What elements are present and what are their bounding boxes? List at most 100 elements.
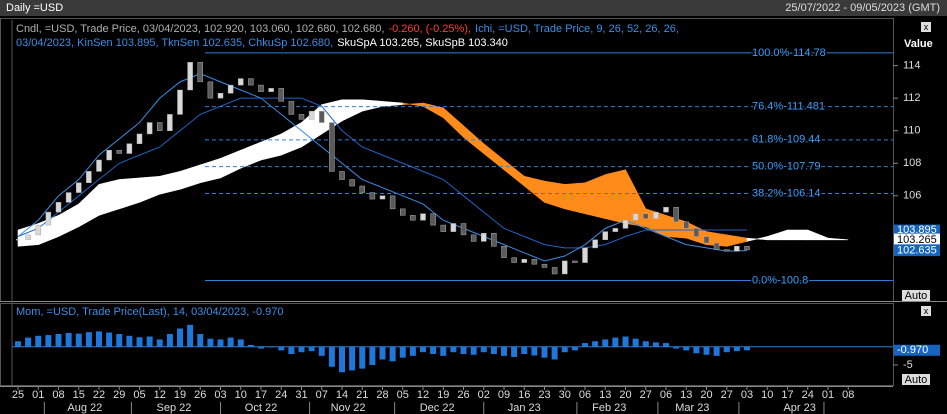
bar [146, 336, 153, 347]
candle [389, 195, 396, 210]
bar [96, 331, 102, 347]
bar [369, 346, 376, 365]
candle [177, 89, 183, 115]
month-label: Sep 22 [156, 402, 191, 414]
y-tick-label: -5 [903, 359, 913, 371]
month-label: Oct 22 [245, 402, 277, 414]
cloud-segment [58, 203, 80, 237]
bar [187, 324, 194, 347]
candle [369, 192, 376, 200]
bar [116, 333, 123, 347]
y-tick-label: 110 [903, 125, 921, 137]
x-tick-label: 17 [255, 389, 267, 401]
candle [106, 149, 112, 161]
bar [663, 343, 669, 347]
bar [531, 346, 538, 356]
bar [703, 346, 710, 355]
svg-text:x: x [924, 22, 929, 32]
bar [55, 333, 62, 347]
x-tick-label: 26 [457, 389, 469, 401]
bar [237, 339, 244, 347]
bar [389, 346, 396, 362]
x-tick-label: 31 [295, 389, 307, 401]
close-icon[interactable]: x [921, 306, 931, 316]
bar [15, 341, 21, 347]
auto-button-label[interactable]: Auto [905, 290, 928, 302]
x-tick-label: 19 [437, 389, 449, 401]
bar [136, 337, 143, 347]
x-tick-label: 03 [741, 389, 753, 401]
bar [582, 343, 588, 347]
candle [308, 110, 315, 120]
candle [25, 234, 31, 241]
auto-button-label[interactable]: Auto [905, 374, 928, 386]
cloud-segment [503, 159, 525, 187]
candle [653, 211, 659, 219]
candle [35, 224, 41, 236]
bar [166, 333, 173, 347]
x-tick-label: 24 [802, 389, 814, 401]
candle [116, 149, 122, 154]
bar [440, 346, 447, 356]
cloud-segment [604, 169, 626, 224]
bar [25, 337, 32, 347]
candle [65, 192, 72, 203]
bar [65, 332, 72, 347]
x-tick-label: 05 [133, 389, 145, 401]
x-tick-label: 05 [397, 389, 409, 401]
bar [409, 346, 416, 356]
auto-button[interactable] [902, 374, 930, 385]
candle [663, 206, 669, 213]
x-tick-label: 08 [842, 389, 854, 401]
fib-label: 76.4%-111.481 [752, 100, 825, 112]
x-tick-label: 12 [154, 389, 166, 401]
bar [268, 346, 275, 348]
x-tick-label: 23 [538, 389, 550, 401]
cloud-segment [139, 175, 161, 203]
candle [602, 231, 608, 241]
bar [470, 346, 477, 355]
month-label: Dec 22 [420, 402, 455, 414]
bar [308, 346, 315, 352]
candle [86, 171, 92, 184]
x-tick-label: 29 [113, 389, 125, 401]
candle [562, 260, 568, 275]
cloud-segment [827, 237, 849, 241]
auto-button[interactable] [902, 290, 930, 301]
cloud-segment [564, 182, 586, 215]
bar [379, 346, 386, 360]
candle [167, 114, 173, 131]
bar [673, 346, 680, 349]
bar [551, 346, 558, 360]
cloud-segment [159, 171, 181, 195]
candle [258, 84, 264, 92]
candle [693, 228, 700, 237]
candle [339, 171, 345, 180]
candle [683, 221, 689, 229]
cloud-segment [544, 180, 566, 210]
x-tick-label: 09 [498, 389, 510, 401]
bar [85, 332, 92, 347]
cloud-segment [787, 229, 809, 241]
bar [723, 346, 730, 353]
candle [227, 84, 234, 94]
bar [328, 346, 335, 367]
bar [227, 337, 234, 347]
candle [136, 133, 143, 144]
bar [561, 346, 568, 353]
bar [258, 346, 264, 349]
close-icon[interactable]: x [921, 22, 931, 32]
bar [632, 338, 639, 347]
bar [592, 341, 599, 347]
candle [491, 233, 497, 247]
x-tick-label: 03 [214, 389, 226, 401]
value-box-label: 103.895 [897, 224, 937, 236]
cloud-segment [220, 149, 242, 179]
y-tick-label: 114 [903, 59, 921, 71]
legend-line: Cndl, =USD, Trade Price, 03/04/2023, 102… [16, 23, 679, 35]
candle [612, 228, 619, 232]
candle [329, 122, 335, 172]
bar [460, 346, 467, 355]
candle [157, 122, 163, 131]
value-box-label: 102.635 [897, 244, 937, 256]
